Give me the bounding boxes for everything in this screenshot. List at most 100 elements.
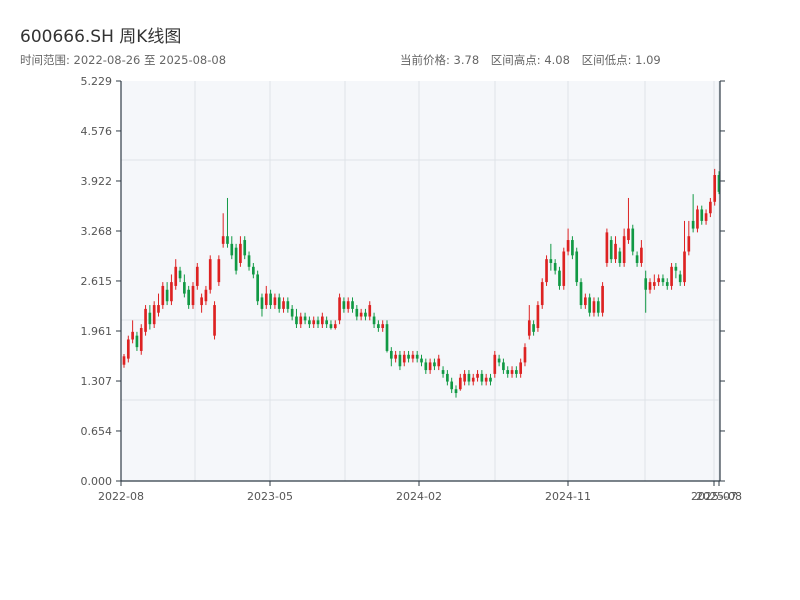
candle-body	[476, 373, 479, 378]
candle	[467, 370, 471, 386]
candle-body	[208, 259, 212, 290]
candle-body	[355, 308, 359, 317]
candle	[549, 243, 553, 271]
candle	[157, 293, 160, 317]
candle	[131, 320, 134, 344]
candle	[566, 228, 570, 256]
candle	[316, 316, 320, 329]
y-tick-label: 0.654	[81, 425, 113, 438]
candle-body	[700, 209, 704, 221]
candle	[536, 301, 540, 332]
candle	[377, 320, 380, 332]
candle	[450, 377, 454, 394]
current-price-label: 当前价格: 3.78	[400, 53, 480, 67]
candle-body	[200, 297, 203, 306]
candle-body	[325, 320, 328, 325]
candle-body	[394, 354, 397, 359]
candle-body	[704, 213, 708, 221]
candle-body	[562, 251, 566, 286]
candle	[523, 343, 527, 367]
candle-body	[609, 240, 613, 260]
candle	[264, 285, 268, 309]
candle-body	[691, 220, 695, 229]
candle	[364, 308, 367, 321]
candle-body	[170, 282, 173, 302]
candle	[670, 262, 673, 290]
candle-body	[622, 236, 626, 263]
candle	[247, 251, 251, 271]
candle-body	[605, 232, 609, 263]
candle-body	[213, 305, 216, 336]
candle-body	[510, 370, 514, 374]
candle	[700, 205, 704, 225]
candle	[355, 305, 359, 321]
candle-body	[584, 297, 587, 306]
candle-body	[264, 293, 268, 306]
candle	[398, 350, 402, 371]
candle	[325, 316, 328, 329]
candle-body	[368, 305, 372, 317]
candle-body	[506, 370, 510, 374]
candle	[230, 236, 234, 260]
candle	[226, 197, 229, 248]
candle-body	[385, 324, 389, 351]
candle	[385, 320, 389, 353]
candle-body	[333, 324, 337, 329]
candle-body	[135, 335, 139, 348]
candle-body	[122, 356, 126, 365]
y-tick-label: 3.922	[81, 175, 113, 188]
y-tick-label: 1.961	[81, 325, 113, 338]
candle-body	[286, 301, 290, 309]
range-high-label: 区间高点: 4.08	[490, 53, 570, 67]
candle-body	[515, 370, 518, 374]
candle-body	[493, 354, 497, 374]
stats-summary: 当前价格: 3.78 区间高点: 4.08 区间低点: 1.09	[400, 52, 669, 68]
candle-body	[661, 278, 665, 283]
candle-body	[226, 236, 229, 244]
candle	[333, 320, 337, 330]
candle-body	[480, 373, 484, 382]
candle-body	[670, 266, 673, 286]
candle-body	[592, 301, 596, 313]
plot-area	[121, 81, 720, 481]
y-tick-label: 2.615	[81, 275, 113, 288]
candle	[665, 278, 669, 290]
candle	[713, 168, 717, 206]
candle-body	[441, 370, 445, 374]
candle-body	[627, 228, 630, 241]
y-tick-label: 1.307	[81, 375, 113, 388]
candle	[174, 259, 178, 290]
candle	[635, 251, 639, 267]
candle	[545, 255, 548, 286]
candle	[165, 282, 169, 306]
candle	[571, 236, 574, 260]
candle	[471, 373, 475, 386]
candle	[295, 308, 298, 329]
candle-body	[320, 316, 324, 325]
candle	[359, 308, 363, 321]
candle-body	[260, 297, 264, 309]
candle-body	[402, 354, 406, 363]
candle	[187, 285, 191, 309]
candle	[299, 312, 303, 329]
candle	[644, 270, 648, 313]
candle	[506, 366, 510, 378]
candle	[558, 266, 561, 290]
candle-body	[234, 247, 238, 271]
candles	[122, 168, 721, 398]
candle	[696, 205, 699, 233]
candle-body	[342, 301, 346, 309]
candle	[502, 358, 505, 374]
candle	[575, 247, 579, 286]
candle-body	[640, 247, 643, 263]
candle	[476, 370, 479, 382]
candle-body	[139, 328, 143, 351]
candle	[234, 243, 238, 275]
candle-body	[239, 243, 242, 263]
candle-body	[174, 266, 178, 286]
chart-title: 600666.SH 周K线图	[20, 27, 182, 47]
candle	[195, 262, 199, 290]
x-tick-label: 2023-05	[247, 490, 293, 503]
candle	[402, 350, 406, 367]
